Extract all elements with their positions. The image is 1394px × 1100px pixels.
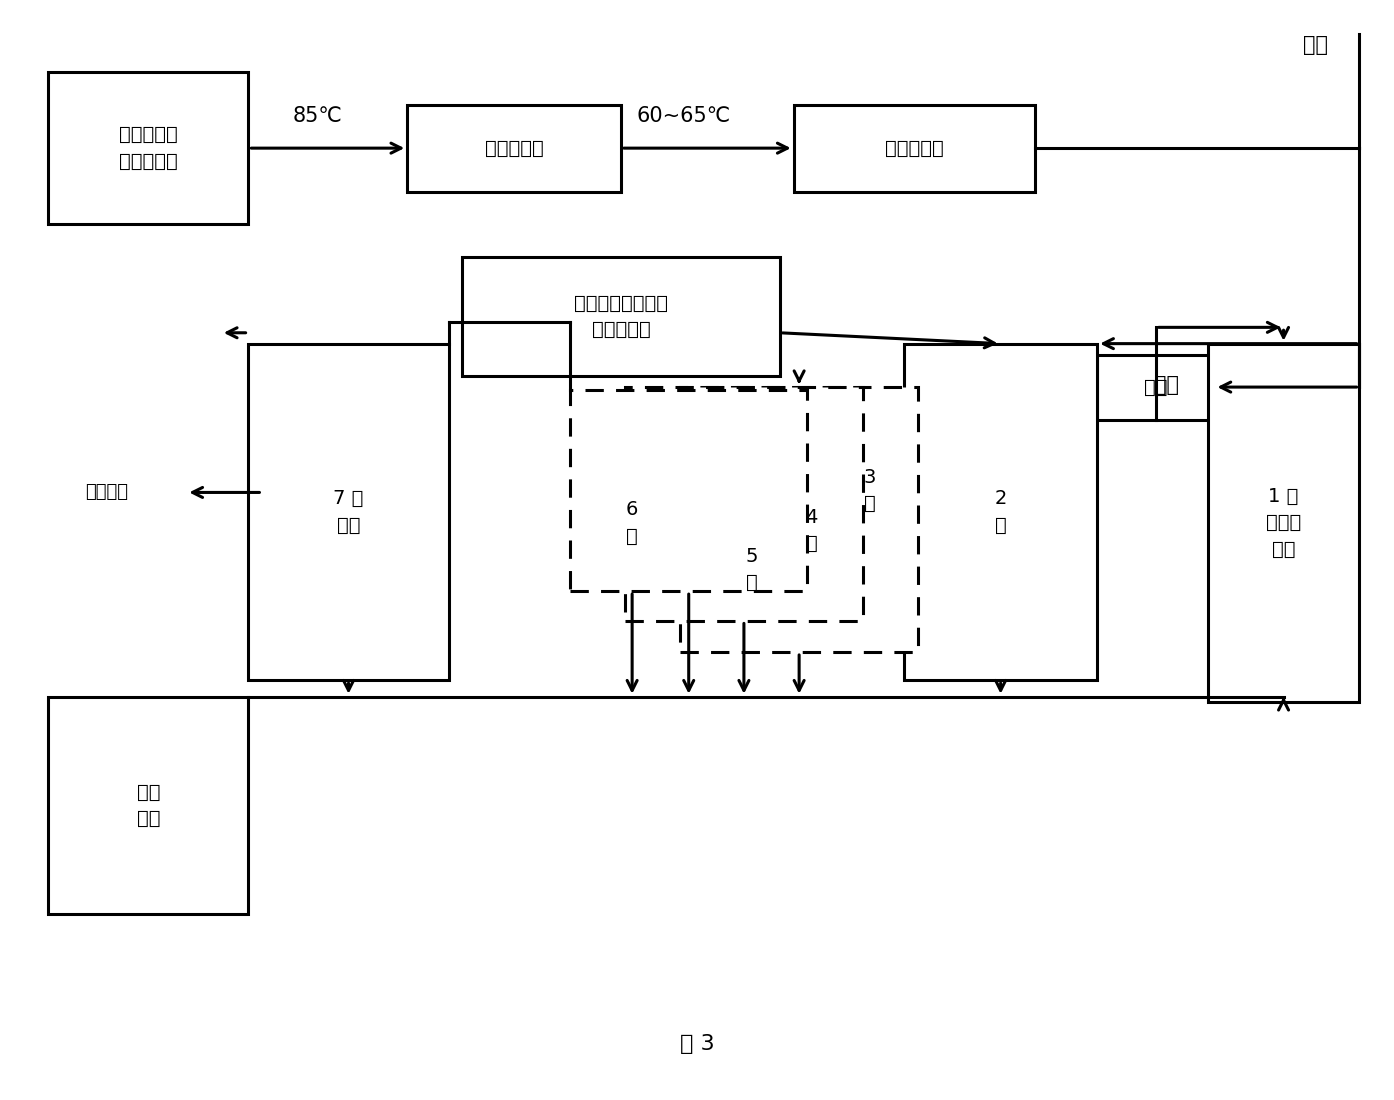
Bar <box>1097 354 1214 420</box>
Bar <box>407 104 622 191</box>
Text: 4
级: 4 级 <box>806 508 818 553</box>
Bar <box>248 343 449 680</box>
Bar <box>626 387 863 620</box>
Text: 淀粉酶液化: 淀粉酶液化 <box>485 139 544 157</box>
Text: 6
级: 6 级 <box>626 500 638 546</box>
Bar <box>680 387 917 652</box>
Text: 废液贮池: 废液贮池 <box>85 483 128 502</box>
Bar <box>463 256 779 376</box>
Text: 3
级: 3 级 <box>863 468 875 513</box>
Bar <box>49 696 248 914</box>
Bar <box>49 73 248 224</box>
Text: 60~65℃: 60~65℃ <box>636 106 730 125</box>
Bar <box>570 390 807 592</box>
Text: 集气
装置: 集气 装置 <box>137 782 160 828</box>
Text: 液化、糖化: 液化、糖化 <box>885 139 944 157</box>
Bar <box>1207 343 1359 702</box>
Text: 5
级: 5 级 <box>746 547 758 592</box>
Text: 调配: 调配 <box>1303 35 1328 55</box>
Text: 液流: 液流 <box>1144 377 1168 397</box>
Text: 7 级
料液: 7 级 料液 <box>333 490 364 535</box>
Bar <box>793 104 1036 191</box>
Text: 85℃: 85℃ <box>293 106 343 125</box>
Text: 图 3: 图 3 <box>680 1034 714 1054</box>
Text: 1 级
生物反
应器: 1 级 生物反 应器 <box>1266 487 1301 559</box>
Text: 2
级: 2 级 <box>994 490 1006 535</box>
Text: 鲜马铃薯加
水，打成浆: 鲜马铃薯加 水，打成浆 <box>118 125 178 170</box>
Text: 备用的混合菌种固
定化微生物: 备用的混合菌种固 定化微生物 <box>574 294 668 339</box>
Text: 适量: 适量 <box>1154 375 1179 395</box>
Bar <box>905 343 1097 680</box>
